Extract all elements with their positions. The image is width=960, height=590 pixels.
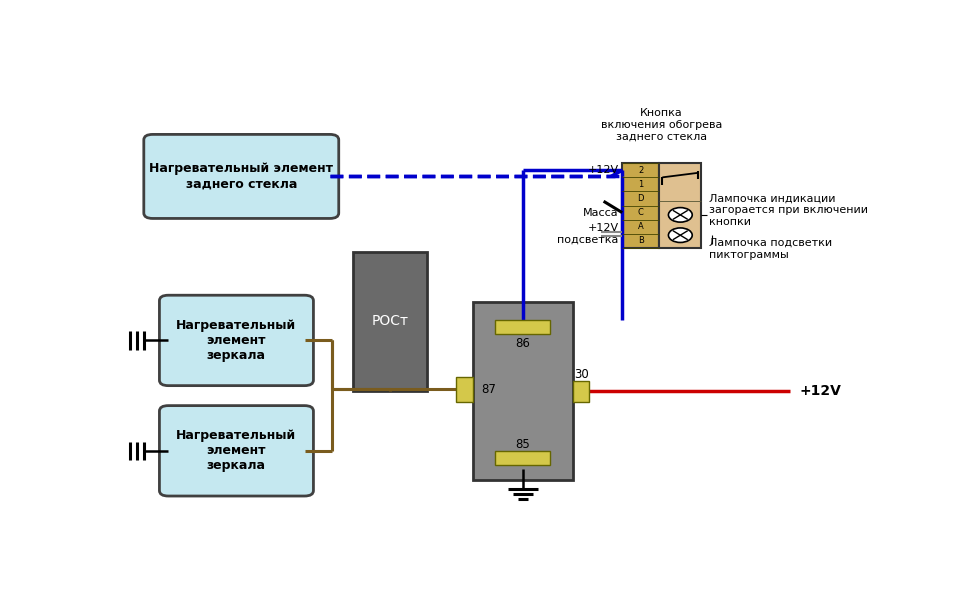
Text: 1: 1 xyxy=(638,180,643,189)
Bar xyxy=(622,163,660,248)
Bar xyxy=(472,303,573,480)
Text: 86: 86 xyxy=(516,337,530,350)
Bar xyxy=(495,451,550,465)
Circle shape xyxy=(668,228,692,242)
Text: Кнопка
включения обогрева
заднего стекла: Кнопка включения обогрева заднего стекла xyxy=(601,108,723,141)
Text: +12V
подсветка: +12V подсветка xyxy=(557,223,618,245)
FancyBboxPatch shape xyxy=(159,295,313,386)
Text: +12V: +12V xyxy=(588,165,618,175)
Bar xyxy=(660,163,701,248)
Text: A: A xyxy=(638,222,643,231)
Bar xyxy=(573,381,589,402)
Text: 85: 85 xyxy=(516,438,530,451)
Text: Нагревательный элемент
заднего стекла: Нагревательный элемент заднего стекла xyxy=(149,162,333,191)
Text: 87: 87 xyxy=(482,383,496,396)
Bar xyxy=(353,252,427,391)
Text: РОСт: РОСт xyxy=(372,314,409,329)
Text: Лампочка индикации
загорается при включении
кнопки: Лампочка индикации загорается при включе… xyxy=(708,194,868,227)
Circle shape xyxy=(668,208,692,222)
Text: Нагревательный
элемент
зеркала: Нагревательный элемент зеркала xyxy=(177,319,297,362)
Text: 2: 2 xyxy=(638,166,643,175)
Bar xyxy=(456,377,472,402)
Text: Масса: Масса xyxy=(583,208,618,218)
Text: Лампочка подсветки
пиктограммы: Лампочка подсветки пиктограммы xyxy=(708,238,831,260)
Text: D: D xyxy=(637,194,644,203)
Text: +12V: +12V xyxy=(800,385,841,398)
FancyBboxPatch shape xyxy=(159,405,313,496)
FancyBboxPatch shape xyxy=(144,135,339,218)
Bar xyxy=(495,320,550,335)
Text: Нагревательный
элемент
зеркала: Нагревательный элемент зеркала xyxy=(177,430,297,473)
Text: B: B xyxy=(637,237,644,245)
Text: 30: 30 xyxy=(574,368,588,381)
Text: C: C xyxy=(637,208,644,217)
